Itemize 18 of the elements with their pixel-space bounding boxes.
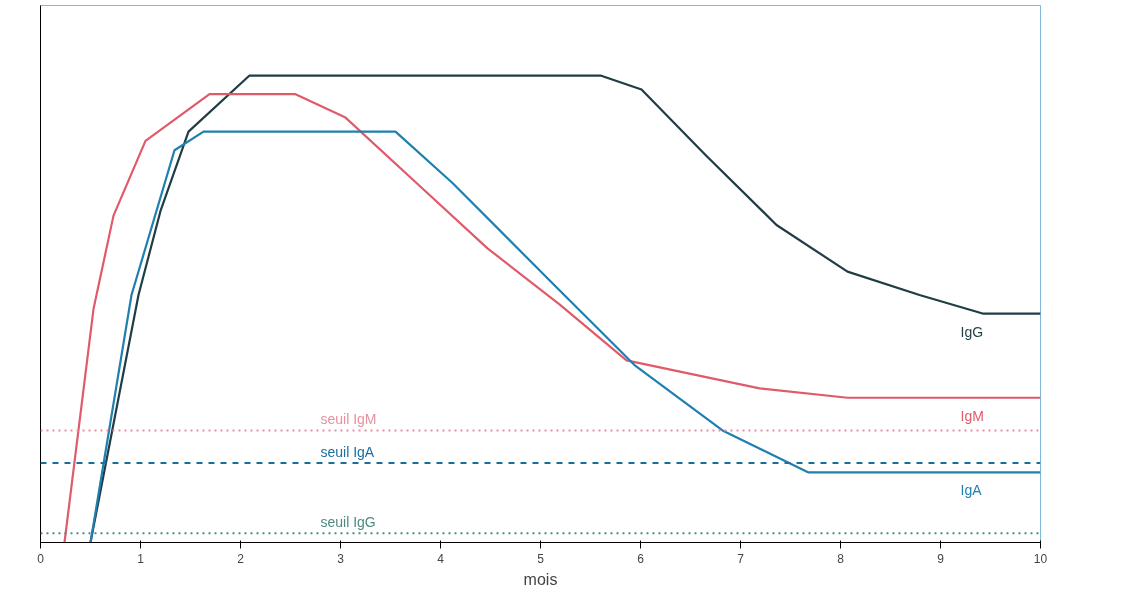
ref-line-label: seuil IgM — [320, 411, 377, 428]
ref-line-label: seuil IgG — [320, 514, 376, 531]
series-label: IgM — [960, 407, 984, 424]
x-tick-label: 8 — [837, 551, 845, 566]
x-tick-label: 0 — [37, 551, 45, 566]
ref-line-label: seuil IgA — [320, 444, 375, 461]
series-label: IgA — [960, 482, 983, 499]
x-tick-label: 2 — [237, 551, 245, 566]
x-tick-label: 10 — [1033, 551, 1048, 566]
x-tick-label: 3 — [337, 551, 345, 566]
x-axis-title: mois — [523, 570, 558, 588]
x-tick-label: 4 — [437, 551, 445, 566]
x-tick-label: 1 — [137, 551, 145, 566]
x-tick-label: 6 — [637, 551, 645, 566]
x-tick-label: 9 — [937, 551, 945, 566]
x-tick-label: 5 — [537, 551, 545, 566]
x-tick-label: 7 — [737, 551, 745, 566]
series-label: IgG — [960, 323, 984, 340]
